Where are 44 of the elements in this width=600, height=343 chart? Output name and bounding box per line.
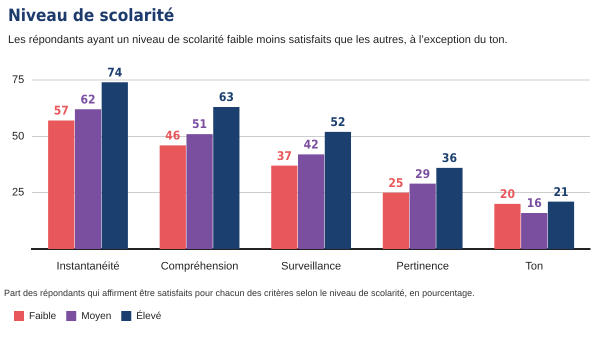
legend-label: Faible (29, 310, 57, 322)
bar (521, 212, 548, 249)
x-tick-label: Compréhension (160, 260, 238, 273)
bar (382, 192, 410, 249)
legend-label: Élevé (136, 310, 162, 322)
x-tick-label: Ton (525, 260, 544, 273)
bar (186, 134, 213, 249)
data-label: 57 (54, 104, 69, 118)
data-label: 21 (553, 184, 569, 199)
data-label: 36 (442, 151, 457, 166)
bar (298, 154, 324, 249)
bar (271, 166, 298, 249)
y-tick-label: 50 (12, 130, 24, 142)
data-label: 51 (192, 117, 208, 132)
bar (436, 168, 463, 249)
bar (494, 204, 521, 249)
bar (324, 132, 352, 249)
bar (160, 145, 186, 249)
x-tick-label: Pertinence (396, 260, 449, 273)
chart-title: Niveau de scolarité (8, 6, 176, 26)
x-tick-label: Surveillance (281, 260, 342, 273)
bar (213, 107, 240, 249)
bar (548, 202, 574, 249)
data-label: 16 (526, 196, 542, 210)
y-tick-label: 75 (12, 74, 24, 86)
data-label: 62 (80, 92, 96, 106)
data-label: 46 (165, 128, 180, 142)
data-label: 52 (330, 114, 346, 129)
data-label: 37 (276, 148, 292, 163)
data-label: 63 (218, 90, 234, 104)
x-tick-label: Instantanéité (56, 260, 120, 273)
chart-subtitle: Les répondants ayant un niveau de scolarité faible moins satisfaits que les autres, à l’exception du ton. (8, 34, 509, 46)
bar (74, 109, 102, 249)
data-label: 29 (415, 166, 430, 181)
bar (410, 184, 436, 249)
text: Part des répondants qui affirment être satisfaits pour chacun des critères selon le niveau de scolarité, en pourcentage. (4, 288, 475, 298)
bar (48, 120, 74, 249)
legend-label: Moyen (81, 310, 112, 322)
data-label: 20 (500, 187, 515, 202)
bar (102, 82, 128, 249)
y-tick-label: 25 (12, 186, 24, 199)
data-label: 42 (304, 137, 319, 152)
data-label: 25 (388, 176, 404, 190)
data-label: 74 (107, 65, 123, 80)
